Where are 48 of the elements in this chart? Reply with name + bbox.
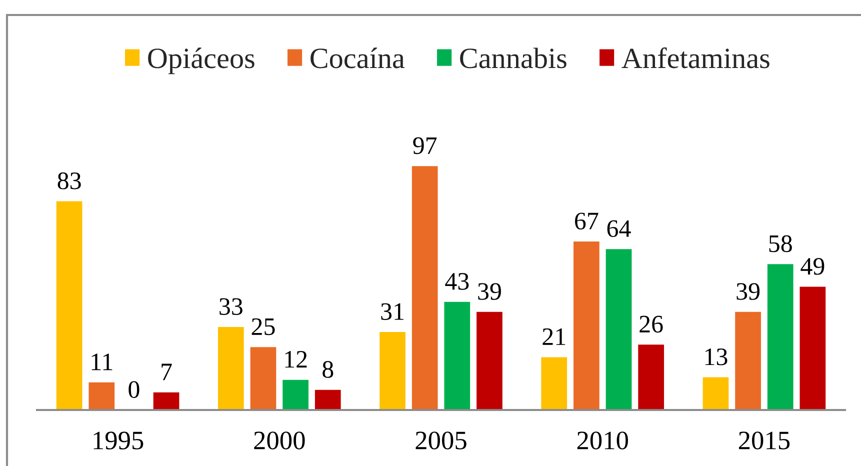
bar	[606, 249, 632, 410]
data-label: 64	[607, 220, 631, 238]
data-label: 39	[478, 283, 501, 300]
data-label: 58	[769, 235, 792, 252]
bar	[153, 392, 180, 410]
bar	[88, 382, 115, 410]
x-tick-label: 2015	[738, 432, 790, 450]
legend-label: Anfetaminas	[622, 47, 770, 68]
x-tick-label: 2000	[254, 432, 305, 450]
data-label: 43	[445, 273, 469, 290]
legend-label: Opiáceos	[148, 48, 254, 74]
data-label: 49	[800, 258, 824, 275]
legend-label: Cannabis	[460, 48, 566, 68]
data-label: 11	[92, 354, 112, 370]
data-label: 25	[252, 318, 275, 336]
data-label: 13	[705, 348, 728, 366]
data-label: 39	[736, 283, 760, 300]
bar	[218, 327, 244, 410]
data-label: 0	[128, 381, 140, 398]
bar	[250, 347, 276, 410]
x-tick-label: 1995	[94, 432, 144, 450]
bar	[282, 380, 308, 410]
data-label: 97	[413, 137, 437, 154]
data-label: 8	[322, 360, 334, 378]
data-label: 26	[640, 316, 663, 333]
data-label: 83	[58, 172, 81, 190]
data-label: 12	[285, 351, 307, 368]
data-label: 67	[575, 212, 598, 230]
bar	[702, 377, 729, 410]
bar	[412, 166, 438, 410]
x-tick-label: 2010	[577, 432, 628, 450]
data-label: 21	[542, 328, 566, 345]
bar	[314, 390, 341, 410]
bar	[56, 201, 82, 410]
data-label: 7	[162, 364, 172, 380]
legend-label: Cocaína	[310, 48, 405, 68]
bar	[767, 264, 794, 410]
bar	[476, 312, 502, 410]
bar	[800, 286, 826, 410]
bar	[574, 242, 600, 410]
bar	[541, 357, 568, 410]
data-label: 31	[381, 303, 404, 320]
bar	[380, 332, 406, 410]
x-tick-label: 2005	[416, 432, 466, 450]
bar	[638, 344, 664, 410]
bar	[735, 312, 761, 410]
bar	[444, 302, 470, 410]
data-label: 33	[220, 298, 242, 315]
